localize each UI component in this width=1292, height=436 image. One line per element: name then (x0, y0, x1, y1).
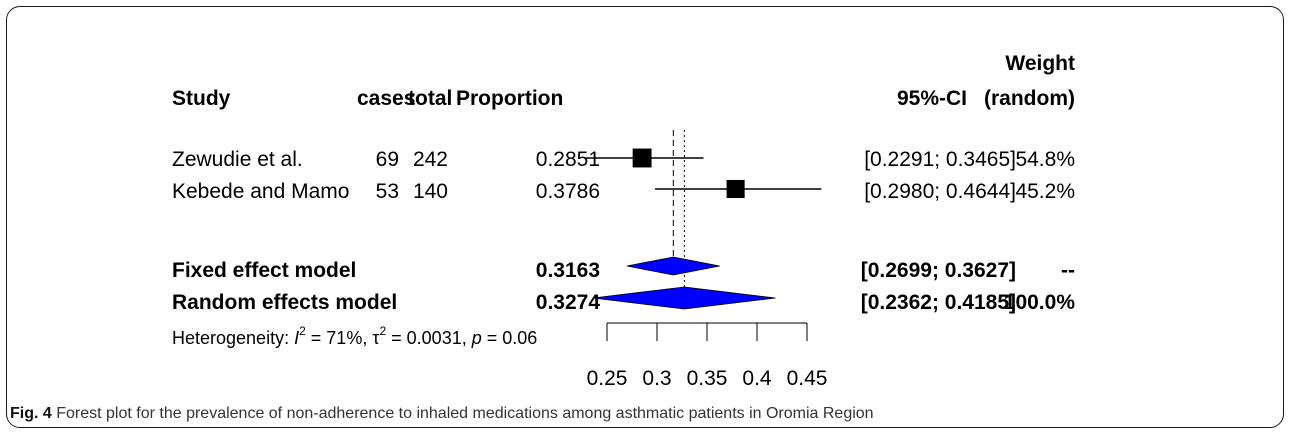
study-ci: [0.2980; 0.4644] (864, 180, 1016, 203)
caption-label: Fig. 4 (10, 405, 52, 422)
header-proportion: Proportion (456, 87, 563, 110)
model-diamond (593, 286, 776, 310)
study-cases: 69 (376, 148, 399, 171)
model-estimate: 0.3274 (536, 291, 601, 314)
model-estimate: 0.3163 (536, 259, 600, 282)
study-ci: [0.2291; 0.3465] (864, 148, 1016, 171)
study-square (726, 179, 745, 199)
figure-caption: Fig. 4 Forest plot for the prevalence of… (10, 405, 1280, 423)
caption-text: Forest plot for the prevalence of non-ad… (51, 405, 874, 422)
header-weight-top: Weight (1005, 52, 1075, 75)
study-row: Zewudie et al. 69 242 0.2851 [0.2291; 0.… (172, 148, 1075, 171)
model-name: Fixed effect model (172, 259, 356, 282)
model-row: Fixed effect model 0.3163 [0.2699; 0.362… (172, 259, 1075, 282)
study-weight: 45.2% (1015, 180, 1075, 203)
x-axis-tick-label: 0.3 (642, 367, 671, 390)
study-total: 242 (413, 148, 448, 171)
study-proportion: 0.2851 (536, 148, 600, 171)
model-ci: [0.2699; 0.3627] (861, 259, 1016, 282)
model-ci: [0.2362; 0.4185] (861, 291, 1016, 314)
header-ci: 95%-CI (897, 87, 967, 110)
study-name: Zewudie et al. (172, 148, 303, 171)
study-square (632, 148, 652, 168)
forest-marks (586, 130, 822, 310)
heterogeneity-text: Heterogeneity: I2 = 71%, τ2 = 0.0031, p … (172, 324, 537, 348)
x-axis-tick-label: 0.4 (742, 367, 772, 390)
header-cases: cases (357, 87, 415, 110)
x-axis-tick-label: 0.35 (687, 367, 728, 390)
model-diamond (626, 256, 720, 276)
model-weight: -- (1061, 259, 1075, 282)
figure-frame (6, 6, 1284, 428)
x-axis-tick-label: 0.25 (587, 367, 628, 390)
study-total: 140 (413, 180, 448, 203)
header-weight-bottom: (random) (984, 87, 1075, 110)
study-proportion: 0.3786 (536, 180, 600, 203)
study-row: Kebede and Mamo 53 140 0.3786 [0.2980; 0… (172, 180, 1075, 203)
forest-plot: Study cases total Proportion 95%-CI Weig… (172, 52, 1075, 390)
model-weight: 100.0% (1004, 291, 1076, 314)
header-total: total (408, 87, 452, 110)
header-study: Study (172, 87, 231, 110)
model-row: Random effects model 0.3274 [0.2362; 0.4… (172, 291, 1075, 314)
model-name: Random effects model (172, 291, 397, 314)
study-cases: 53 (376, 180, 399, 203)
x-axis: 0.25 0.3 0.35 0.4 0.45 (587, 322, 828, 390)
x-axis-tick-label: 0.45 (787, 367, 828, 390)
study-weight: 54.8% (1015, 148, 1075, 171)
study-name: Kebede and Mamo (172, 180, 349, 203)
